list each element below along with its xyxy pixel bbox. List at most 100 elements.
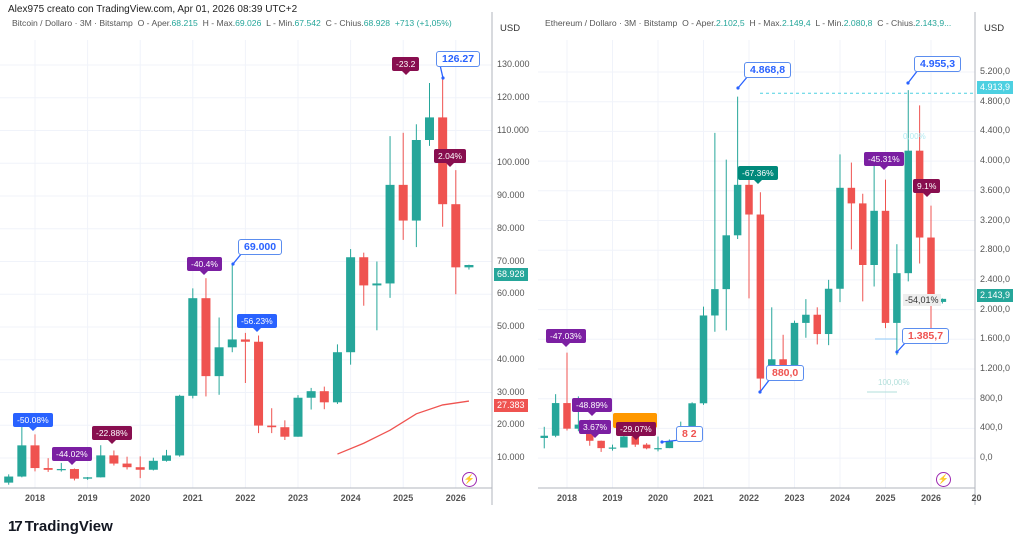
- y-tick-label: 2.800,0: [980, 244, 1011, 255]
- x-tick-label: 2025: [875, 493, 896, 503]
- candle-body: [83, 477, 93, 479]
- percent-change-tag[interactable]: 2.04%: [434, 149, 467, 167]
- candle-body: [398, 184, 408, 221]
- percent-change-tag[interactable]: 9.1%: [913, 179, 941, 197]
- moving-average-line: [337, 400, 470, 455]
- candle-body: [836, 187, 844, 289]
- candle-body: [188, 298, 198, 396]
- y-tick-label: 90.000: [497, 190, 525, 200]
- y-tick-label: 4.800,0: [980, 95, 1011, 106]
- candle-body: [540, 435, 548, 438]
- callout-pointer: [737, 75, 749, 89]
- callout-pointer: [759, 378, 771, 393]
- percent-change-tag[interactable]: -67.36%: [738, 166, 778, 184]
- percent-change-tag[interactable]: -50.08%: [13, 413, 53, 431]
- x-tick-label: 2020: [647, 493, 669, 503]
- price-callout[interactable]: 8 2: [676, 426, 703, 442]
- x-tick-label: 20: [971, 493, 982, 503]
- callout-anchor: [895, 350, 899, 354]
- y-tick-label: 2.400,0: [980, 273, 1011, 284]
- candle-body: [162, 455, 171, 461]
- x-tick-label: 2026: [920, 493, 942, 503]
- btc-symbol[interactable]: Bitcoin / Dollaro · 3M · Bitstamp: [12, 18, 133, 28]
- tradingview-logo: 17 TradingView: [8, 518, 113, 535]
- percent-change-tag[interactable]: -44.02%: [52, 447, 92, 465]
- x-tick-label: 2022: [738, 493, 760, 503]
- candle-body: [30, 445, 40, 469]
- eth-lightning-icon[interactable]: ⚡: [936, 472, 951, 487]
- eth-symbol[interactable]: Ethereum / Dollaro · 3M · Bitstamp: [545, 18, 678, 28]
- candle-body: [135, 467, 145, 470]
- callout-anchor: [736, 86, 740, 90]
- x-tick-label: 2021: [182, 493, 203, 503]
- eth-open: 2.102,5: [716, 18, 745, 28]
- candle-body: [665, 441, 674, 449]
- callout-pointer: [907, 69, 919, 84]
- candle-body: [824, 288, 833, 335]
- price-callout[interactable]: 880,0: [766, 365, 805, 381]
- percent-change-tag[interactable]: -29.07%: [616, 422, 656, 440]
- last-price-label: 4.913,9: [977, 81, 1014, 94]
- price-callout[interactable]: 69.000: [238, 239, 283, 255]
- candle-body: [915, 150, 924, 238]
- candle-body: [280, 427, 290, 437]
- btc-legend: Bitcoin / Dollaro · 3M · Bitstamp O - Ap…: [12, 18, 452, 28]
- percent-change-tag[interactable]: -23.2: [392, 57, 420, 75]
- percent-change-tag[interactable]: -22.88%: [92, 426, 132, 444]
- candle-body: [563, 403, 571, 429]
- eth-high: 2.149,4: [781, 18, 811, 28]
- candle-body: [904, 150, 912, 274]
- candle-body: [69, 469, 79, 479]
- btc-currency[interactable]: USD: [500, 23, 521, 34]
- last-price-label: 68.928: [494, 268, 528, 281]
- callout-anchor: [906, 81, 910, 85]
- callout-anchor: [758, 390, 762, 394]
- eth-currency[interactable]: USD: [984, 23, 1005, 34]
- candle-body: [148, 460, 158, 470]
- percent-change-tag[interactable]: 3.67%: [579, 420, 612, 438]
- eth-close-label: C - Chius.: [877, 18, 916, 28]
- candle-body: [597, 440, 605, 449]
- candle-body: [332, 352, 342, 403]
- x-tick-label: 2020: [130, 493, 151, 503]
- btc-close: 68.928: [363, 18, 391, 28]
- candle-body: [385, 184, 395, 284]
- y-tick-label: 110.000: [497, 124, 529, 135]
- candle-body: [306, 391, 316, 398]
- price-callout[interactable]: 126.27: [436, 51, 481, 67]
- percent-change-tag[interactable]: -48.89%: [572, 398, 612, 416]
- percent-change-tag[interactable]: -45.31%: [864, 152, 904, 170]
- candle-body: [254, 341, 264, 426]
- percent-change-tag[interactable]: -47.03%: [546, 329, 586, 347]
- candle-body: [881, 210, 890, 323]
- candle-body: [711, 289, 719, 316]
- y-tick-label: 130.000: [497, 59, 530, 69]
- candle-body: [122, 463, 132, 468]
- x-tick-label: 2026: [445, 493, 466, 503]
- btc-lightning-icon[interactable]: ⚡: [462, 472, 477, 487]
- candle-body: [733, 184, 742, 236]
- btc-high-label: H - Max.: [202, 18, 236, 28]
- price-callout[interactable]: 4.868,8: [744, 62, 792, 78]
- candle-body: [551, 403, 560, 436]
- btc-change: +713 (+1,05%): [394, 18, 452, 28]
- x-tick-label: 2018: [556, 493, 578, 503]
- price-callout[interactable]: 1.385,7: [902, 328, 950, 344]
- candle-body: [938, 298, 947, 302]
- btc-close-label: C - Chius.: [325, 18, 364, 28]
- x-tick-label: 2019: [77, 493, 98, 503]
- candle-body: [927, 237, 935, 302]
- y-tick-label: 3.600,0: [980, 184, 1011, 195]
- y-tick-label: 4.000,0: [980, 155, 1011, 166]
- candle-body: [608, 447, 617, 449]
- percent-change-tag[interactable]: -56.23%: [237, 314, 277, 332]
- price-callout[interactable]: 4.955,3: [914, 56, 962, 72]
- y-tick-label: 20.000: [497, 419, 525, 430]
- candle-body: [56, 469, 66, 471]
- candle-body: [240, 339, 250, 342]
- y-tick-label: 800,0: [980, 392, 1003, 403]
- candle-body: [688, 403, 696, 432]
- percent-change-tag[interactable]: -40.4%: [187, 257, 222, 275]
- candle-body: [43, 468, 53, 470]
